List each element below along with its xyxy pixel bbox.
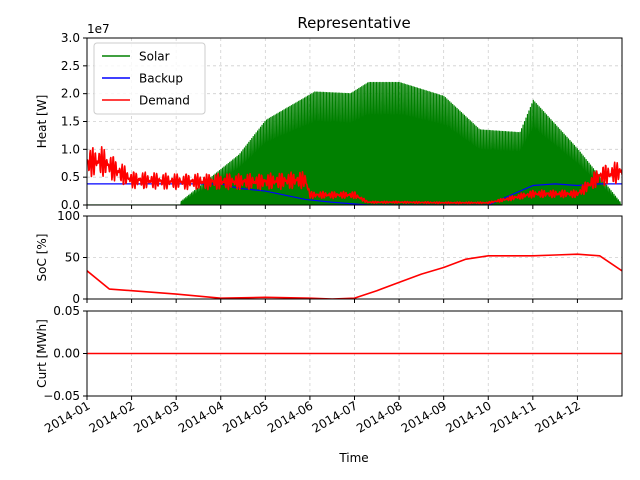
x-tick-label: 2014-10 xyxy=(443,398,493,435)
curt-ytick: −0.05 xyxy=(43,389,87,403)
curt-panel: −0.05 0.00 0.05 Curt [MWh] xyxy=(35,304,623,403)
soc-ytick: 50 xyxy=(65,251,87,265)
legend-box xyxy=(93,42,206,115)
x-tick-label: 2014-08 xyxy=(354,398,404,435)
soc-ytick: 0 xyxy=(72,292,87,306)
x-tick-label: 2014-06 xyxy=(265,398,315,435)
heat-ytick: 0.0 xyxy=(61,198,87,212)
soc-ytick-label: 50 xyxy=(65,251,80,265)
heat-ytick-label: 0.0 xyxy=(61,198,80,212)
legend-label-backup: Backup xyxy=(139,72,183,86)
soc-ytick: 100 xyxy=(57,209,87,223)
x-tick-label: 2014-11 xyxy=(488,398,538,435)
curt-y-axis-label: Curt [MWh] xyxy=(35,319,49,388)
heat-ytick: 1.5 xyxy=(61,115,87,129)
heat-offset-text: 1e7 xyxy=(87,22,110,36)
soc-grid xyxy=(86,215,622,300)
curt-ytick: 0.05 xyxy=(53,304,87,318)
heat-ytick-label: 2.0 xyxy=(61,87,80,101)
heat-ytick-label: 1.5 xyxy=(61,115,80,129)
curt-ytick-label: 0.00 xyxy=(53,347,80,361)
heat-ytick-label: 3.0 xyxy=(61,31,80,45)
curt-ytick: 0.00 xyxy=(53,347,87,361)
heat-ytick-label: 0.5 xyxy=(61,170,80,184)
heat-ytick: 1.0 xyxy=(61,142,87,156)
chart-title: Representative xyxy=(297,14,410,32)
x-tick-label: 2014-12 xyxy=(532,398,582,435)
heat-y-axis-label: Heat [W] xyxy=(35,95,49,149)
heat-ytick: 3.0 xyxy=(61,31,87,45)
curt-ytick-label: 0.05 xyxy=(53,304,80,318)
soc-panel: 0 50 100 SoC [%] xyxy=(35,209,623,306)
soc-ytick-label: 100 xyxy=(57,209,80,223)
curt-ytick-label: −0.05 xyxy=(43,389,80,403)
x-tick-label: 2014-04 xyxy=(176,398,226,435)
x-tick-label: 2014-03 xyxy=(131,398,181,435)
soc-y-axis-label: SoC [%] xyxy=(35,234,49,282)
heat-ytick-label: 1.0 xyxy=(61,142,80,156)
legend-label-solar: Solar xyxy=(139,50,170,64)
heat-ytick: 2.5 xyxy=(61,59,87,73)
legend-label-demand: Demand xyxy=(139,94,190,108)
heat-ytick: 2.0 xyxy=(61,87,87,101)
heat-series-demand xyxy=(87,146,622,205)
heat-ytick: 0.5 xyxy=(61,170,87,184)
heat-plot-area xyxy=(87,81,622,205)
x-tick-label: 2014-02 xyxy=(87,398,137,435)
x-tick-label: 2014-01 xyxy=(42,398,92,435)
soc-ytick-label: 0 xyxy=(72,292,80,306)
x-axis-label: Time xyxy=(338,451,368,465)
soc-plot-area xyxy=(87,253,622,299)
heat-panel: 0.0 0.5 1.0 1.5 2.0 2.5 3.0 Heat [W] xyxy=(35,31,623,212)
x-tick-label: 2014-07 xyxy=(310,398,360,435)
x-tick-label: 2014-09 xyxy=(399,398,449,435)
x-tick-label: 2014-05 xyxy=(220,398,270,435)
heat-ytick-label: 2.5 xyxy=(61,59,80,73)
soc-series-soc xyxy=(87,253,622,299)
